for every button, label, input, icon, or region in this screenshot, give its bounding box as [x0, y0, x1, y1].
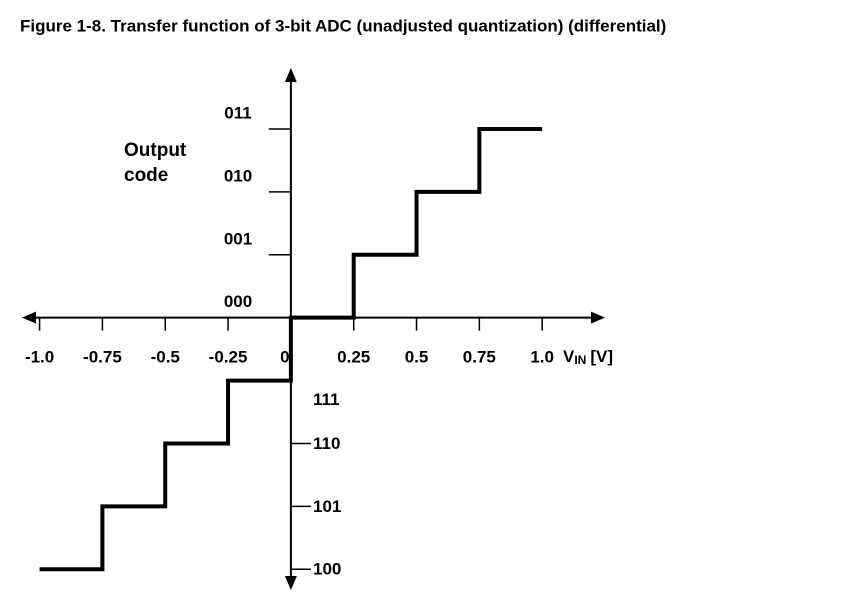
arrow-head — [284, 68, 297, 82]
x-axis-label-unit: [V] — [590, 347, 613, 366]
x-axis-label-main: V — [563, 347, 575, 366]
y-tick-label: 100 — [313, 560, 341, 579]
x-tick-label: -0.5 — [151, 347, 180, 366]
x-axis-label-sub: IN — [574, 353, 586, 367]
transfer-line — [39, 127, 543, 572]
arrow-head — [284, 576, 297, 590]
y-tick-label: 000 — [224, 292, 252, 311]
y-axis-label: Output — [124, 140, 187, 161]
x-tick-label: 0.75 — [463, 347, 496, 366]
y-tick-label: 010 — [224, 166, 252, 185]
arrow-head — [591, 311, 605, 324]
x-tick-label: 1.0 — [530, 347, 554, 366]
y-tick-label: 110 — [313, 434, 340, 453]
y-tick-label: 011 — [224, 103, 251, 122]
y-axis-label: code — [124, 165, 168, 186]
y-tick-label: 101 — [313, 497, 341, 516]
x-tick-label: -1.0 — [25, 347, 54, 366]
y-tick-label: 001 — [224, 229, 252, 248]
x-tick-label: 0.5 — [405, 347, 429, 366]
x-tick-label: -0.75 — [83, 347, 122, 366]
chart-title: Figure 1-8. Transfer function of 3-bit A… — [20, 16, 666, 35]
arrow-head — [22, 311, 36, 324]
x-axis-label: VIN [V] — [563, 347, 613, 367]
x-tick-label: 0.25 — [337, 347, 370, 366]
y-tick-label: 111 — [313, 390, 340, 409]
x-tick-label: 0 — [280, 347, 289, 366]
x-tick-label: -0.25 — [209, 347, 248, 366]
